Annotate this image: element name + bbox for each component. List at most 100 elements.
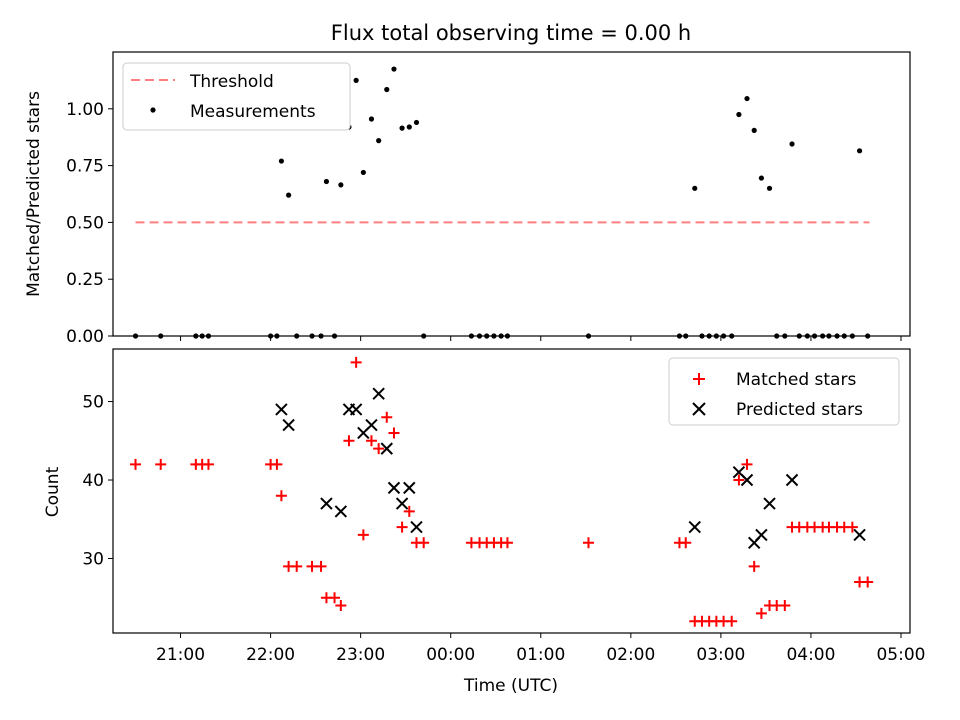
predicted-star-point [403,481,416,495]
measurement-point [789,141,795,147]
measurement-point [353,77,359,83]
measurement-point [368,116,375,122]
x-tick-label: 23:00 [336,645,385,665]
predicted-star-point [763,497,776,510]
matched-star-point [846,521,858,533]
bottom-legend-box [668,357,900,426]
bottom-legend: Matched stars Predicted stars [668,357,900,426]
predicted-star-point [275,403,288,416]
y-tick-label: 0.50 [66,213,104,233]
y-tick-label: 0.75 [66,157,104,177]
matched-star-point [726,615,738,627]
matched-star-point [418,537,430,549]
matched-star-point [582,537,594,549]
predicted-star-point [387,481,401,495]
legend-measurements-label: Measurements [190,102,316,122]
y-tick-label: 0.00 [66,327,104,347]
top-y-axis-label: Matched/Predicted stars [24,91,44,297]
matched-star-point [291,560,303,572]
measurement-point [856,148,863,154]
x-axis-label: Time (UTC) [463,676,558,696]
matched-star-point [202,458,214,470]
matched-star-point [343,435,355,447]
matched-star-point [329,592,341,604]
matched-star-point [862,576,874,588]
bottom-y-axis-label: Count [43,466,63,517]
x-tick-label: 01:00 [516,645,565,665]
predicted-star-point [349,403,363,416]
matched-star-point [403,505,415,517]
y-tick-label: 1.00 [66,100,104,120]
matched-star-point [155,458,167,470]
legend-predicted-label: Predicted stars [736,400,863,420]
matched-star-point [680,537,692,549]
matched-star-point [130,458,142,470]
y-tick-label: 50 [82,393,104,413]
predicted-star-point [755,528,768,542]
axes-frame [112,348,911,634]
y-tick-label: 30 [82,549,104,569]
matched-star-point [350,356,362,368]
matched-star-point [335,600,347,612]
x-tick-label: 21:00 [156,645,205,665]
top-legend-box [122,62,351,131]
predicted-star-point [320,497,333,510]
measurement-point [338,182,344,188]
legend-threshold-label: Threshold [189,72,274,92]
y-tick-label: 40 [82,471,104,491]
measurement-point [286,192,292,198]
matched-star-point [748,560,760,572]
matched-star-point [396,521,408,533]
matched-star-point [373,443,385,455]
legend-predicted-swatch [692,402,706,416]
measurement-point [399,125,405,131]
predicted-star-point [740,473,754,487]
bottom-panel: 30 40 50 21:00 22:00 23:00 00:00 01:00 02:00 03:0… [82,348,925,665]
predicted-star-point [282,418,295,432]
measurement-point [360,169,366,176]
measurement-point [744,95,750,102]
measurement-point [376,138,382,144]
predicted-star-point [410,520,423,534]
predicted-star-point [853,528,866,542]
x-tick-label: 22:00 [246,645,295,665]
measurement-point [766,185,773,191]
axes-frame [112,51,911,337]
predicted-star-point [334,505,348,518]
predicted-star-point [380,442,393,455]
measurement-point [736,111,742,118]
matched-star-point [357,529,369,541]
matched-star-point [733,474,745,486]
matched-star-point [315,560,327,572]
x-tick-label: 00:00 [426,645,475,665]
top-panel: 0.00 0.25 0.50 0.75 1.00 [66,51,911,347]
matched-star-point [275,490,287,502]
legend-matched-swatch [693,373,705,385]
measurement-point [323,178,330,185]
x-tick-label: 04:00 [786,645,835,665]
predicted-star-point [395,497,409,510]
predicted-star-point [785,473,799,487]
x-tick-label: 02:00 [606,645,655,665]
chart-title: Flux total observing time = 0.00 h [331,21,691,45]
measurement-point [758,175,765,181]
y-tick-label: 0.25 [66,270,104,290]
matched-star-point [755,607,767,619]
legend-measurements-swatch [150,107,156,113]
measurement-point [406,124,412,130]
measurement-point [751,127,757,133]
predicted-star-point [688,520,701,534]
measurement-point [692,185,698,191]
matched-star-point [741,458,753,470]
matched-star-point [365,435,377,447]
measurement-point [278,158,285,164]
x-tick-label: 03:00 [696,645,745,665]
predicted-star-point [372,387,385,400]
measurement-point [413,119,420,126]
matched-star-point [779,600,791,612]
matched-star-point [271,458,283,470]
matched-star-point [501,537,513,549]
measurement-point [391,66,397,72]
matched-star-point [388,427,400,439]
